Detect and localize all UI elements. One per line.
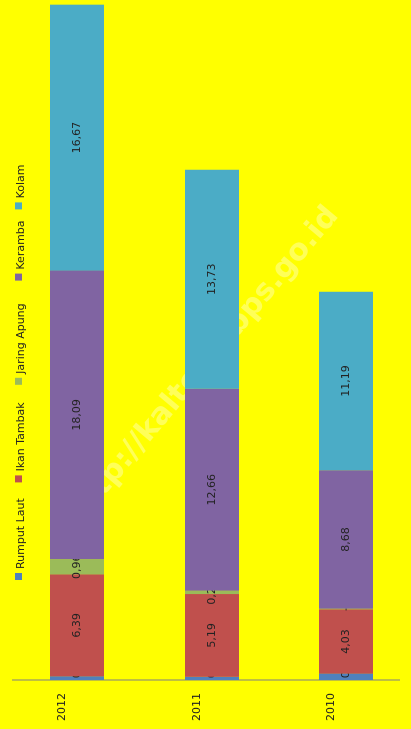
bar-segment-2012-rumput-laut	[50, 676, 104, 680]
data-label-2010-keramba: 8,68	[339, 527, 352, 552]
legend-swatch-kolam	[15, 202, 22, 210]
bar-segment-2011-rumput-laut	[185, 676, 239, 680]
bar-segment-2012-jaring-apung	[50, 559, 104, 575]
category-label-2012: 2012	[55, 693, 68, 721]
legend-label-ikan-tambak: Ikan Tambak	[14, 402, 27, 472]
data-label-2012-keramba: 18,09	[70, 399, 83, 431]
bar-segment-2012-keramba	[50, 270, 104, 560]
bar-segment-2011-keramba	[185, 388, 239, 591]
legend-label-kolam: Kolam	[14, 164, 27, 198]
bar-segment-2011-ikan-tambak	[185, 594, 239, 677]
bar-segment-2011-jaring-apung	[185, 590, 239, 595]
data-label-2012-ikan-tambak: 6,39	[70, 613, 83, 638]
category-label-2010: 2010	[324, 693, 337, 721]
data-label-2011-keramba: 12,66	[205, 474, 218, 506]
data-label-2012-jaring-apung: 0,96	[70, 555, 83, 580]
bar-segment-2010-kolam	[319, 291, 373, 471]
data-label-2010-kolam: 11,19	[339, 365, 352, 397]
bar-segment-2010-rumput-laut	[319, 673, 373, 680]
bar-segment-2010-jaring-apung	[319, 608, 373, 610]
bar-segment-2011-kolam	[185, 169, 239, 389]
data-label-2011-kolam: 13,73	[205, 264, 218, 296]
bar-segment-2010-keramba	[319, 470, 373, 609]
category-label-2011: 2011	[190, 693, 203, 721]
bar-segment-2012-ikan-tambak	[50, 574, 104, 677]
legend-swatch-keramba	[15, 273, 22, 281]
data-label-2010-jaring-apung: -	[339, 607, 352, 611]
legend-swatch-ikan-tambak	[15, 475, 22, 483]
bar-segment-2010-ikan-tambak	[319, 609, 373, 674]
legend-label-jaring-apung: Jaring Apung	[14, 303, 27, 374]
legend-swatch-rumput-laut	[15, 573, 22, 580]
legend: Rumput Laut Ikan Tambak Jaring Apung Keramb…	[14, 164, 27, 580]
legend-label-rumput-laut: Rumput Laut	[14, 498, 27, 569]
data-label-2010-ikan-tambak: 4,03	[339, 629, 352, 654]
legend-swatch-jaring-apung	[15, 377, 22, 385]
legend-label-keramba: Keramba	[14, 220, 27, 269]
data-label-2012-kolam: 16,67	[70, 122, 83, 154]
data-label-2011-ikan-tambak: 5,19	[205, 623, 218, 648]
bar-segment-2012-kolam	[50, 4, 104, 271]
